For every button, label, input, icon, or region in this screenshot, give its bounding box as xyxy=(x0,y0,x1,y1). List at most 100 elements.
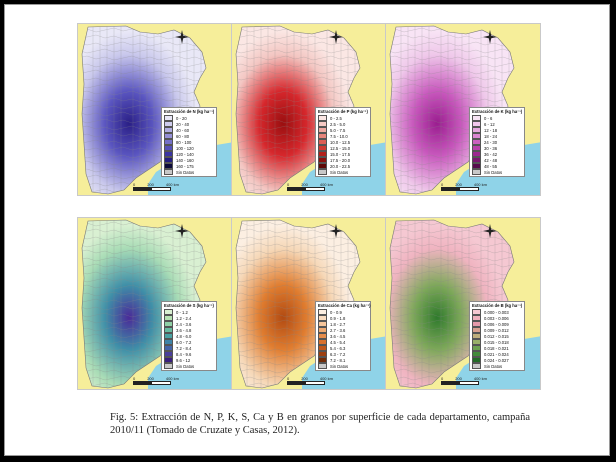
legend-label: 3.6 - 4.5 xyxy=(330,333,346,339)
legend-entry: 2.4 - 3.6 xyxy=(164,321,214,328)
legend-swatch xyxy=(164,345,173,352)
legend-swatch xyxy=(318,169,327,176)
legend-label: 120 - 140 xyxy=(176,151,194,157)
legend-swatch xyxy=(164,151,173,158)
legend-label: 6 - 12 xyxy=(484,121,495,127)
legend-swatch xyxy=(318,145,327,152)
legend-label: 0 - 1.2 xyxy=(176,309,188,315)
legend-label: 48 - 55 xyxy=(484,163,498,169)
legend-label: 60 - 80 xyxy=(176,133,190,139)
north-arrow-icon xyxy=(328,29,344,46)
legend-label: 0 - 0.9 xyxy=(330,309,342,315)
legend-entry: 7.5 - 10.0 xyxy=(318,133,368,140)
legend-swatch xyxy=(164,127,173,134)
legend-label: 7.2 - 8.4 xyxy=(176,345,192,351)
legend-swatch xyxy=(318,127,327,134)
legend-entry: 40 - 60 xyxy=(164,127,214,134)
scale-label: 400 km xyxy=(319,182,333,187)
legend-entry: Sin Datos xyxy=(164,363,214,370)
legend-entry: 0.009 - 0.012 xyxy=(472,327,522,334)
legend-entry: 20.0 - 22.5 xyxy=(318,163,368,170)
legend-title: Extracción de N (kg ha⁻¹) xyxy=(164,109,215,114)
legend-label: 5.4 - 6.3 xyxy=(330,345,346,351)
legend-entry: 2.5 - 5.0 xyxy=(318,121,368,128)
legend-entry: 15.0 - 17.5 xyxy=(318,151,368,158)
legend-swatch xyxy=(318,115,327,122)
legend-entry: 0.012 - 0.015 xyxy=(472,333,522,340)
legend-label: 2.4 - 3.6 xyxy=(176,321,192,327)
scale-bar: 0 200 400 km xyxy=(133,182,179,191)
legend-title: Extracción de B (kg ha⁻¹) xyxy=(472,303,523,308)
legend-entry: Sin Datos xyxy=(318,363,368,370)
legend-label: 20.0 - 22.5 xyxy=(330,163,351,169)
legend-entry: 0.003 - 0.006 xyxy=(472,315,522,322)
legend-label: 0.9 - 1.8 xyxy=(330,315,346,321)
legend-entry: 20 - 40 xyxy=(164,121,214,128)
legend-entry: 42 - 48 xyxy=(472,157,522,164)
legend-label: 2.5 - 5.0 xyxy=(330,121,346,127)
legend-entry: 1.2 - 2.4 xyxy=(164,315,214,322)
scale-label: 0 xyxy=(133,182,136,187)
legend-label: Sin Datos xyxy=(176,363,195,369)
scale-bar: 0 200 400 km xyxy=(441,182,487,191)
legend-swatch xyxy=(472,157,481,164)
map-panel-sulfur: 0 200 400 km Extracción de S (kg ha⁻¹) 0 - 1… xyxy=(77,217,233,390)
slide-frame: 0 200 400 km Extracción de N (kg ha⁻¹) 0 - 2… xyxy=(4,4,610,456)
legend-label: 17.5 - 20.0 xyxy=(330,157,351,163)
legend-swatch xyxy=(472,315,481,322)
legend-label: 12 - 18 xyxy=(484,127,498,133)
legend-swatch xyxy=(318,133,327,140)
legend-swatch xyxy=(318,321,327,328)
legend-entry: Sin Datos xyxy=(472,169,522,176)
legend-label: 4.5 - 5.4 xyxy=(330,339,346,345)
legend-swatch xyxy=(318,327,327,334)
legend-label: 30 - 36 xyxy=(484,145,498,151)
legend-swatch xyxy=(164,321,173,328)
legend-swatch xyxy=(472,151,481,158)
legend-swatch xyxy=(472,133,481,140)
legend-entry: 10.0 - 12.5 xyxy=(318,139,368,146)
legend-entry: 30 - 36 xyxy=(472,145,522,152)
scale-label: 200 xyxy=(147,376,154,381)
legend-entry: 0 - 0.9 xyxy=(318,309,368,316)
legend-swatch xyxy=(164,357,173,364)
legend-swatch xyxy=(318,351,327,358)
scale-label: 200 xyxy=(301,182,308,187)
legend-label: 20 - 40 xyxy=(176,121,190,127)
legend-entry: 9.6 - 12 xyxy=(164,357,214,364)
legend-swatch xyxy=(164,339,173,346)
legend-entry: 17.5 - 20.0 xyxy=(318,157,368,164)
legend-swatch xyxy=(472,127,481,134)
legend-swatch xyxy=(164,139,173,146)
legend-label: 0.003 - 0.006 xyxy=(484,315,509,321)
legend-swatch xyxy=(472,327,481,334)
legend-label: 0.000 - 0.003 xyxy=(484,309,509,315)
map-panel-phosphorus: 0 200 400 km Extracción de P (kg ha⁻¹) 0 - 2… xyxy=(231,23,387,196)
legend-label: 7.5 - 10.0 xyxy=(330,133,348,139)
legend-label: 7.2 - 8.1 xyxy=(330,357,346,363)
legend-label: Sin Datos xyxy=(330,169,349,175)
legend-entry: 0 - 6 xyxy=(472,115,522,122)
legend-swatch xyxy=(164,169,173,176)
scale-label: 400 km xyxy=(165,376,179,381)
legend-swatch xyxy=(318,339,327,346)
legend-entry: 0.000 - 0.003 xyxy=(472,309,522,316)
legend-entry: Sin Datos xyxy=(472,363,522,370)
scale-label: 0 xyxy=(133,376,136,381)
north-arrow-icon xyxy=(482,29,498,46)
legend-swatch xyxy=(164,351,173,358)
legend-label: Sin Datos xyxy=(176,169,195,175)
map-panel-boron: 0 200 400 km Extracción de B (kg ha⁻¹) 0.000… xyxy=(385,217,541,390)
legend-label: 40 - 60 xyxy=(176,127,190,133)
legend-label: 0.021 - 0.024 xyxy=(484,351,509,357)
legend-swatch xyxy=(164,363,173,370)
scale-bar: 0 200 400 km xyxy=(133,376,179,385)
legend-swatch xyxy=(318,333,327,340)
scale-label: 200 xyxy=(301,376,308,381)
legend-label: 100 - 120 xyxy=(176,145,194,151)
scale-bar: 0 200 400 km xyxy=(287,376,333,385)
legend-swatch xyxy=(164,157,173,164)
legend-label: 0.009 - 0.012 xyxy=(484,327,509,333)
legend-swatch xyxy=(472,333,481,340)
legend-label: 0 - 2.5 xyxy=(330,115,342,121)
